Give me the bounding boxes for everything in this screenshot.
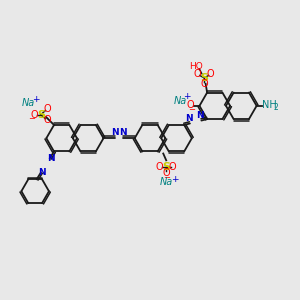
Text: O: O: [169, 162, 176, 172]
Text: −: −: [163, 173, 170, 182]
Text: N: N: [196, 111, 204, 120]
Text: +: +: [183, 92, 191, 101]
Text: Na: Na: [174, 95, 187, 106]
Text: S: S: [162, 162, 170, 172]
Text: O: O: [44, 115, 51, 125]
Text: O: O: [162, 168, 170, 178]
Text: O: O: [186, 100, 194, 110]
Text: +: +: [171, 175, 179, 184]
Text: Na: Na: [22, 98, 35, 109]
Text: O: O: [156, 162, 164, 172]
Text: N: N: [119, 128, 127, 137]
Text: O: O: [44, 104, 51, 114]
Text: HO: HO: [189, 62, 203, 71]
Text: O: O: [207, 69, 214, 79]
Text: +: +: [32, 95, 39, 104]
Text: Na: Na: [160, 177, 173, 187]
Text: NH: NH: [262, 100, 276, 110]
Text: O: O: [194, 69, 202, 79]
Text: N: N: [38, 168, 46, 177]
Text: −: −: [28, 115, 35, 124]
Text: S: S: [37, 110, 45, 120]
Text: O: O: [200, 79, 208, 89]
Text: S: S: [200, 73, 208, 83]
Text: N: N: [112, 128, 119, 137]
Text: N: N: [184, 114, 192, 123]
Text: O: O: [31, 110, 38, 120]
Text: 2: 2: [274, 103, 278, 112]
Text: −: −: [188, 106, 195, 115]
Text: N: N: [47, 154, 54, 163]
